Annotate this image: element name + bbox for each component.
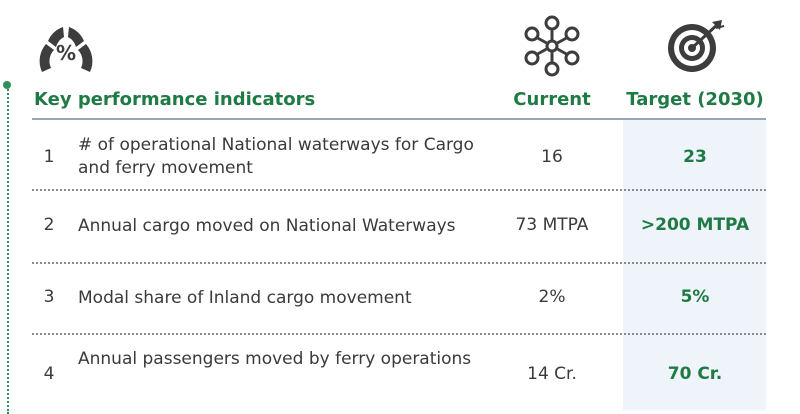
row-current: 16: [541, 147, 563, 167]
row-current: 73 MTPA: [515, 215, 589, 235]
header-rule: [32, 118, 766, 120]
network-hub-icon: [522, 14, 582, 78]
row-number: 3: [43, 287, 55, 307]
timeline-line: [7, 86, 9, 414]
table-row: 2 Annual cargo moved on National Waterwa…: [32, 205, 766, 245]
row-separator: [32, 262, 766, 264]
table-row: 3 Modal share of Inland cargo movement 2…: [32, 278, 766, 318]
table-row: 1 # of operational National waterways fo…: [32, 130, 766, 186]
row-target: 23: [683, 147, 707, 167]
row-target: 5%: [680, 287, 710, 307]
row-number: 4: [43, 364, 55, 384]
row-current: 2%: [538, 287, 566, 307]
row-description: # of operational National waterways for …: [78, 135, 474, 178]
header-current: Current: [513, 89, 591, 110]
row-target: >200 MTPA: [640, 215, 750, 235]
row-description: Annual cargo moved on National Waterways: [78, 216, 456, 236]
row-separator: [32, 189, 766, 191]
row-description: Annual passengers moved by ferry operati…: [78, 349, 472, 369]
target-column-background: [623, 120, 766, 410]
bullseye-target-icon: [664, 18, 726, 74]
row-number: 2: [43, 215, 55, 235]
header-kpi: Key performance indicators: [34, 89, 316, 110]
timeline-dot: [3, 81, 11, 89]
header-target: Target (2030): [626, 89, 764, 110]
row-description: Modal share of Inland cargo movement: [78, 288, 412, 308]
row-target: 70 Cr.: [667, 364, 723, 384]
row-separator: [32, 333, 766, 335]
row-number: 1: [43, 147, 55, 167]
row-current: 14 Cr.: [527, 364, 577, 384]
kpi-icon-symbol: %: [56, 41, 76, 65]
table-row: 4 Annual passengers moved by ferry opera…: [32, 346, 766, 402]
percentage-gauge-icon: %: [34, 20, 98, 76]
